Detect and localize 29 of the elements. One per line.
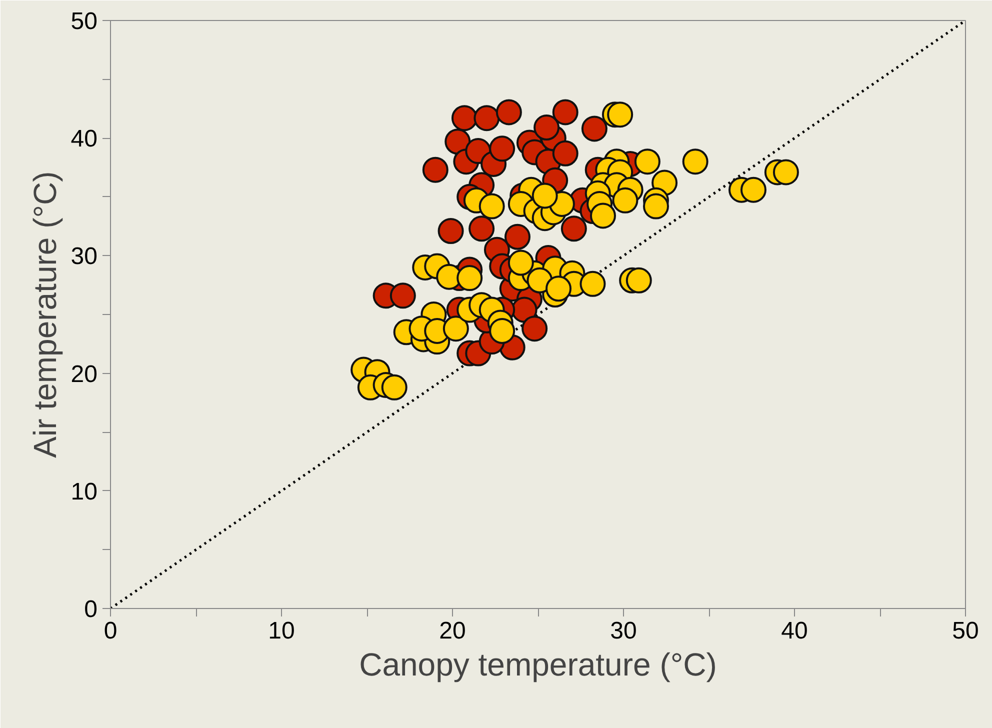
point xyxy=(468,216,495,242)
point xyxy=(489,136,516,162)
x-tick-label: 10 xyxy=(268,618,295,644)
x-tick-label: 40 xyxy=(781,618,808,644)
x-axis-title: Canopy temperature (°C) xyxy=(359,646,717,682)
point xyxy=(552,140,578,166)
point xyxy=(496,99,522,126)
point xyxy=(390,282,416,309)
x-tick-label: 0 xyxy=(104,618,118,644)
point xyxy=(552,99,578,126)
y-tick-label: 0 xyxy=(84,596,98,623)
point xyxy=(581,116,608,142)
point xyxy=(504,224,530,250)
point xyxy=(474,105,500,132)
y-tick-label: 40 xyxy=(70,126,98,153)
x-tick-label: 20 xyxy=(439,618,466,644)
x-tick-label: 30 xyxy=(610,618,637,644)
x-tick-label: 50 xyxy=(952,618,979,644)
point xyxy=(422,156,448,183)
y-tick-label: 10 xyxy=(70,478,98,506)
y-tick-label: 30 xyxy=(70,243,98,270)
point xyxy=(522,316,548,342)
point xyxy=(534,114,560,140)
y-tick-label: 20 xyxy=(70,360,98,388)
y-tick-label: 50 xyxy=(70,8,98,35)
point xyxy=(438,218,464,244)
point xyxy=(560,216,587,242)
y-axis-title: Air temperature (°C) xyxy=(26,171,63,458)
point xyxy=(451,105,478,132)
